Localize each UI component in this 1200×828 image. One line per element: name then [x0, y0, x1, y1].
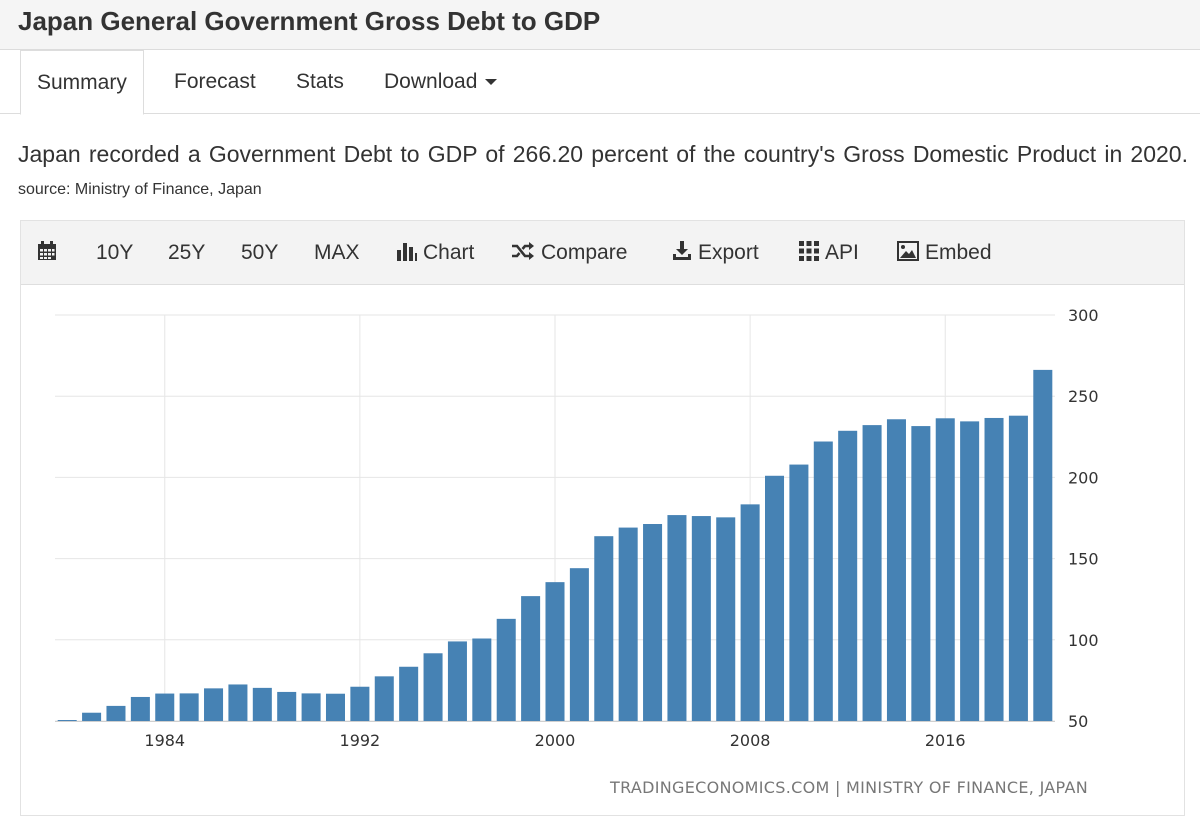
tab-stats-label: Stats	[296, 70, 344, 93]
y-tick-label: 250	[1068, 387, 1099, 406]
page-header: Japan General Government Gross Debt to G…	[0, 0, 1200, 50]
bar	[838, 430, 858, 721]
range-max-button[interactable]: MAX	[314, 241, 360, 264]
y-axis: 50 100 150 200 250 300	[1068, 306, 1099, 731]
chart-type-label: Chart	[423, 241, 475, 264]
chart-bars	[57, 369, 1053, 722]
bar	[691, 516, 711, 721]
bar	[740, 504, 760, 721]
range-25y-button[interactable]: 25Y	[168, 241, 206, 264]
bar	[447, 641, 467, 721]
tab-download[interactable]: Download	[384, 50, 498, 114]
tab-summary-label: Summary	[37, 71, 127, 94]
embed-button[interactable]: Embed	[897, 221, 992, 285]
summary-text: Japan recorded a Government Debt to GDP …	[18, 141, 1188, 167]
bar	[423, 653, 443, 721]
bar	[204, 688, 224, 721]
bar	[862, 425, 882, 721]
x-tick-label: 2008	[730, 731, 771, 750]
y-tick-label: 200	[1068, 468, 1099, 487]
bar	[399, 666, 419, 721]
bar	[374, 676, 394, 721]
bar	[789, 464, 809, 721]
x-tick-label: 1992	[340, 731, 381, 750]
compare-button[interactable]: Compare	[511, 221, 627, 285]
embed-label: Embed	[925, 241, 992, 264]
bar	[569, 568, 589, 721]
tab-download-label: Download	[384, 70, 478, 93]
bar	[813, 441, 833, 721]
bar	[521, 596, 541, 721]
tab-forecast[interactable]: Forecast	[174, 50, 256, 114]
chart-type-button[interactable]: Chart	[397, 221, 474, 285]
bar	[82, 712, 102, 721]
bar-chart-icon	[397, 243, 417, 262]
bar	[106, 705, 126, 721]
tab-forecast-label: Forecast	[174, 70, 256, 93]
bar	[277, 691, 297, 721]
page-title: Japan General Government Gross Debt to G…	[18, 6, 601, 36]
y-tick-label: 50	[1068, 712, 1088, 731]
debt-to-gdp-bar-chart: 50 100 150 200 250 300 1984 1992 2000 2008 2016 T…	[55, 306, 1099, 797]
bar	[130, 696, 150, 721]
bar	[716, 517, 736, 721]
chart-credit: TRADINGECONOMICS.COM | MINISTRY OF FINAN…	[609, 778, 1088, 797]
range-10y-button[interactable]: 10Y	[96, 241, 134, 264]
bar	[618, 527, 638, 721]
bar	[765, 475, 785, 721]
y-tick-label: 150	[1068, 550, 1099, 569]
bar	[228, 684, 248, 721]
bar	[155, 693, 175, 721]
y-tick-label: 300	[1068, 306, 1099, 325]
bar	[935, 418, 955, 721]
bar	[301, 693, 321, 721]
export-label: Export	[698, 241, 759, 264]
bar	[545, 582, 565, 721]
x-tick-label: 2016	[925, 731, 966, 750]
bar	[667, 515, 687, 721]
chart-toolbar: 10Y 25Y 50Y MAX Chart Compare	[21, 221, 1184, 285]
x-tick-label: 2000	[535, 731, 576, 750]
source-note: source: Ministry of Finance, Japan	[18, 181, 262, 198]
api-label: API	[825, 241, 859, 264]
calendar-icon	[38, 241, 56, 261]
tab-summary[interactable]: Summary	[20, 50, 144, 115]
export-button[interactable]: Export	[672, 221, 759, 285]
bar	[179, 693, 199, 721]
range-50y-button[interactable]: 50Y	[241, 241, 279, 264]
y-tick-label: 100	[1068, 631, 1099, 650]
api-button[interactable]: API	[799, 221, 859, 285]
grid-icon	[799, 241, 819, 262]
tab-bar: Summary Forecast Stats Download	[0, 50, 1200, 115]
bar	[643, 524, 663, 721]
x-axis: 1984 1992 2000 2008 2016	[55, 721, 1055, 750]
calendar-button[interactable]	[37, 221, 63, 285]
summary-description: Japan recorded a Government Debt to GDP …	[18, 138, 1188, 206]
bar	[325, 693, 345, 721]
bar	[1008, 415, 1028, 721]
chevron-down-icon	[485, 79, 498, 86]
bar	[886, 419, 906, 721]
bar	[984, 417, 1004, 721]
bar	[350, 686, 370, 721]
bar	[472, 638, 492, 721]
image-icon	[897, 241, 919, 262]
tab-stats[interactable]: Stats	[296, 50, 344, 114]
download-icon	[673, 241, 691, 261]
bar	[57, 720, 77, 722]
bar	[911, 426, 931, 721]
shuffle-icon	[512, 242, 534, 261]
bar	[960, 421, 980, 721]
compare-label: Compare	[541, 241, 628, 264]
bar	[1033, 369, 1053, 721]
bar	[594, 536, 614, 721]
bar	[496, 618, 516, 721]
chart-panel: 10Y 25Y 50Y MAX Chart Compare	[20, 220, 1185, 816]
x-tick-label: 1984	[144, 731, 185, 750]
bar	[252, 687, 272, 721]
